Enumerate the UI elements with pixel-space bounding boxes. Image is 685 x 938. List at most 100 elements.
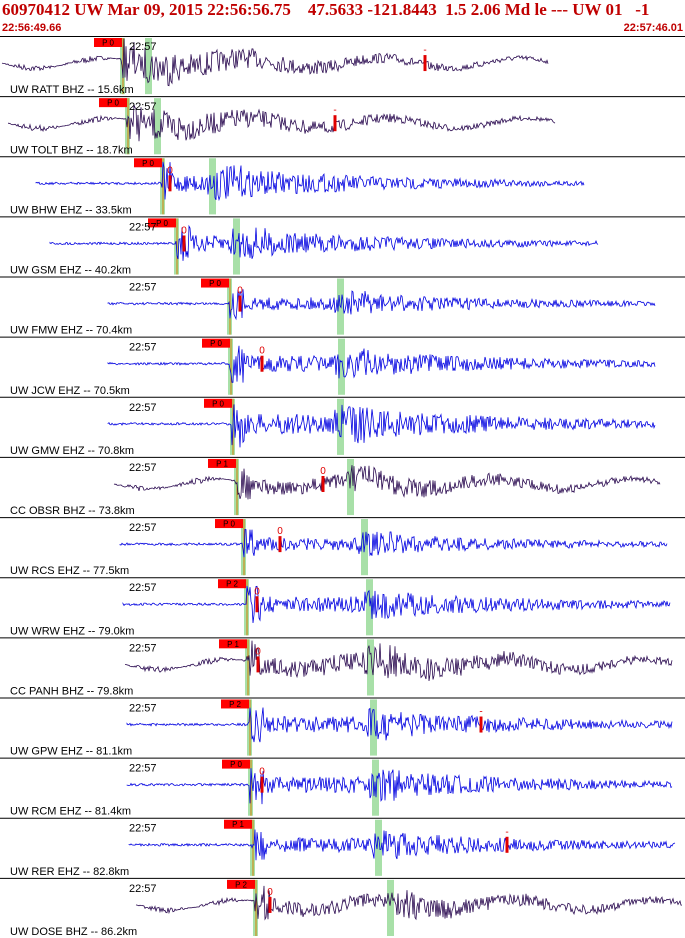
pick-marker <box>134 158 162 168</box>
station-label: UW GSM EHZ -- 40.2km <box>10 265 131 277</box>
s-arrival-band <box>366 579 373 636</box>
pick-label: P 1 <box>227 640 239 649</box>
pick-label: P 2 <box>229 700 241 709</box>
pick-marker <box>99 98 127 108</box>
time-label: 22:57 <box>129 282 157 294</box>
pick-marker <box>148 218 176 228</box>
waveform-trace <box>126 768 673 805</box>
pick-marker <box>204 398 232 408</box>
time-label: 22:57 <box>129 462 157 474</box>
time-label: 22:57 <box>129 823 157 835</box>
time-label: 22:57 <box>129 702 157 714</box>
pick-marker <box>224 819 252 829</box>
pick-marker <box>201 278 229 288</box>
trace-panel: P 0 22:57 0 UW RCM EHZ -- 81.4km <box>0 757 685 818</box>
coda-marker <box>479 716 483 733</box>
time-label: 22:57 <box>129 522 157 534</box>
trace-panel: P 0 22:57 - UW TOLT BHZ -- 18.7km <box>0 96 685 156</box>
trace-panel: P 2 22:57 0 UW DOSE BHZ -- 86.2km <box>0 877 685 938</box>
time-label: 22:57 <box>129 41 157 53</box>
s-arrival-band <box>375 819 382 876</box>
pick-label: P 1 <box>216 459 228 468</box>
trace-panel: P 2 22:57 0 UW WRW EHZ -- 79.0km <box>0 577 685 637</box>
station-label: UW RATT BHZ -- 15.6km <box>10 84 134 96</box>
trace-panel: P 1 22:57 - UW RER EHZ -- 82.8km <box>0 817 685 878</box>
coda-marker-label: 0 <box>237 286 243 297</box>
trace-panel: P 0 22:57 0 UW RCS EHZ -- 77.5km <box>0 517 685 577</box>
time-label: 22:57 <box>129 342 157 354</box>
s-arrival-band <box>154 98 161 155</box>
station-label: UW TOLT BHZ -- 18.7km <box>10 144 133 156</box>
pick-label: P 0 <box>142 159 154 168</box>
pick-label: P 2 <box>235 880 247 889</box>
s-arrival-band <box>337 398 344 455</box>
pick-label: P 0 <box>230 760 242 769</box>
trace-panel: P 0 22:57 UW GMW EHZ -- 70.8km <box>0 396 685 457</box>
header: 60970412 UW Mar 09, 2015 22:56:56.75 47.… <box>0 0 685 36</box>
seismogram-plot: P 0 22:57 - UW RATT BHZ -- 15.6km P 0 22:57 - U… <box>0 36 685 938</box>
waveform-trace <box>35 161 585 202</box>
waveform-trace <box>107 345 656 383</box>
trace-panel: P 0 0 UW BHW EHZ -- 33.5km <box>0 156 685 216</box>
trace-panel: P 0 22:57 0 UW FMW EHZ -- 70.4km <box>0 276 685 337</box>
station-label: UW RCM EHZ -- 81.4km <box>10 806 131 818</box>
time-label: 22:57 <box>129 763 157 775</box>
coda-marker-label: 0 <box>320 466 326 477</box>
station-label: CC OBSR BHZ -- 73.8km <box>10 505 135 517</box>
waveform-trace <box>126 707 673 743</box>
time-label: 22:57 <box>129 642 157 654</box>
pick-marker <box>219 639 247 649</box>
pick-label: P 0 <box>210 339 222 348</box>
coda-marker-label: - <box>333 105 336 116</box>
s-arrival-band <box>387 879 394 936</box>
waveform-trace <box>107 289 656 321</box>
pick-marker <box>94 38 122 47</box>
coda-marker <box>260 776 264 793</box>
pick-marker <box>218 579 246 589</box>
coda-marker <box>168 175 172 192</box>
coda-marker <box>333 115 337 132</box>
coda-marker-label: 0 <box>255 646 261 657</box>
coda-marker <box>182 235 186 252</box>
coda-marker <box>321 475 325 492</box>
coda-marker-label: 0 <box>267 887 273 898</box>
coda-marker <box>255 596 259 613</box>
time-label: 22:57 <box>129 883 157 895</box>
station-label: UW GMW EHZ -- 70.8km <box>10 445 134 457</box>
coda-marker-label: - <box>479 707 482 718</box>
trace-panel: P 0 22:57 0 UW JCW EHZ -- 70.5km <box>0 336 685 397</box>
s-arrival-band <box>145 38 152 95</box>
station-label: UW RER EHZ -- 82.8km <box>10 866 129 878</box>
start-time: 22:56:49.66 <box>2 22 62 34</box>
waveform-trace <box>107 404 656 448</box>
trace-panel: P 022:57 0 UW GSM EHZ -- 40.2km <box>0 216 685 277</box>
coda-marker <box>238 295 242 312</box>
pick-label: P 0 <box>156 219 168 228</box>
coda-marker-label: 0 <box>277 526 283 537</box>
waveform-trace <box>1 38 549 87</box>
waveform-trace <box>128 829 676 861</box>
station-label: UW BHW EHZ -- 33.5km <box>10 204 132 216</box>
s-arrival-band <box>233 218 240 275</box>
coda-marker <box>256 656 260 673</box>
pick-marker <box>215 519 243 529</box>
waveform-trace <box>124 640 673 682</box>
station-label: UW GPW EHZ -- 81.1km <box>10 746 132 758</box>
pick-marker <box>221 699 249 709</box>
time-label: 22:57 <box>129 101 157 113</box>
pick-marker <box>222 759 250 769</box>
station-label: UW JCW EHZ -- 70.5km <box>10 385 130 397</box>
waveform-trace <box>135 885 682 921</box>
pick-label: P 1 <box>232 820 244 829</box>
waveform-trace <box>113 465 661 500</box>
coda-marker-label: 0 <box>259 767 265 778</box>
s-arrival-band <box>338 338 345 395</box>
s-arrival-band <box>370 699 377 756</box>
end-time: 22:57:46.01 <box>623 22 683 34</box>
pick-label: P 0 <box>209 279 221 288</box>
trace-panel: P 1 22:57 0 CC OBSR BHZ -- 73.8km <box>0 456 685 517</box>
pick-label: P 0 <box>212 399 224 408</box>
coda-marker <box>268 896 272 913</box>
trace-panel: P 1 22:57 0 CC PANH BHZ -- 79.8km <box>0 637 685 697</box>
station-label: UW FMW EHZ -- 70.4km <box>10 325 132 337</box>
